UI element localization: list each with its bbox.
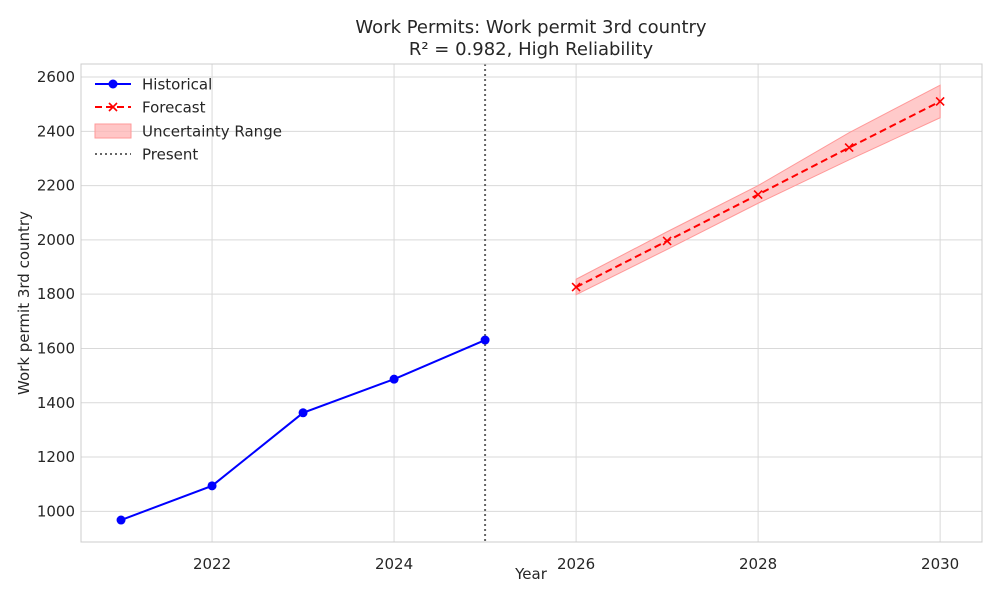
- y-tick-label: 2400: [37, 122, 75, 140]
- legend-present-label: Present: [142, 146, 198, 164]
- legend-forecast-label: Forecast: [142, 99, 206, 117]
- chart-title: Work Permits: Work permit 3rd country: [355, 17, 706, 38]
- legend-historical-marker: [108, 79, 118, 89]
- y-tick-label: 1600: [37, 339, 75, 357]
- x-axis-label: Year: [514, 565, 548, 583]
- x-tick-label: 2022: [193, 555, 231, 573]
- y-tick-label: 1800: [37, 285, 75, 303]
- y-tick-label: 1000: [37, 502, 75, 520]
- x-tick-label: 2024: [375, 555, 413, 573]
- series-group: [116, 96, 945, 525]
- uncertainty-band: [575, 84, 941, 296]
- grid: [81, 64, 982, 542]
- x-tick-label: 2028: [739, 555, 777, 573]
- forecast-point: [753, 189, 763, 200]
- legend-uncertainty-label: Uncertainty Range: [142, 123, 282, 141]
- forecast-point: [662, 236, 672, 246]
- y-axis-label: Work permit 3rd country: [15, 211, 33, 395]
- chart-subtitle: R² = 0.982, High Reliability: [409, 39, 654, 60]
- forecast-point: [935, 96, 945, 107]
- tick-labels: 2022 2024 2026 2028 2030 1000 1200 1400 1600 1800…: [37, 68, 959, 573]
- y-tick-label: 1200: [37, 448, 75, 466]
- uncertainty-band-group: [575, 84, 941, 296]
- y-tick-label: 1400: [37, 394, 75, 412]
- x-tick-label: 2030: [921, 555, 959, 573]
- x-tick-label: 2026: [557, 555, 595, 573]
- historical-point: [298, 408, 308, 418]
- legend: Historical Forecast Uncertainty Range Pr…: [94, 76, 282, 164]
- y-tick-label: 2200: [37, 177, 75, 195]
- y-tick-label: 2600: [37, 68, 75, 86]
- legend-forecast-marker: [108, 102, 118, 112]
- historical-point: [389, 374, 399, 384]
- y-tick-label: 2000: [37, 231, 75, 249]
- plot-border: [80, 63, 983, 543]
- legend-historical-label: Historical: [142, 76, 212, 94]
- forecast-point: [571, 282, 581, 292]
- legend-uncertainty-swatch: [94, 123, 132, 139]
- forecast-point: [844, 143, 854, 153]
- historical-point: [207, 481, 217, 491]
- historical-point: [480, 335, 490, 345]
- historical-point: [116, 515, 126, 525]
